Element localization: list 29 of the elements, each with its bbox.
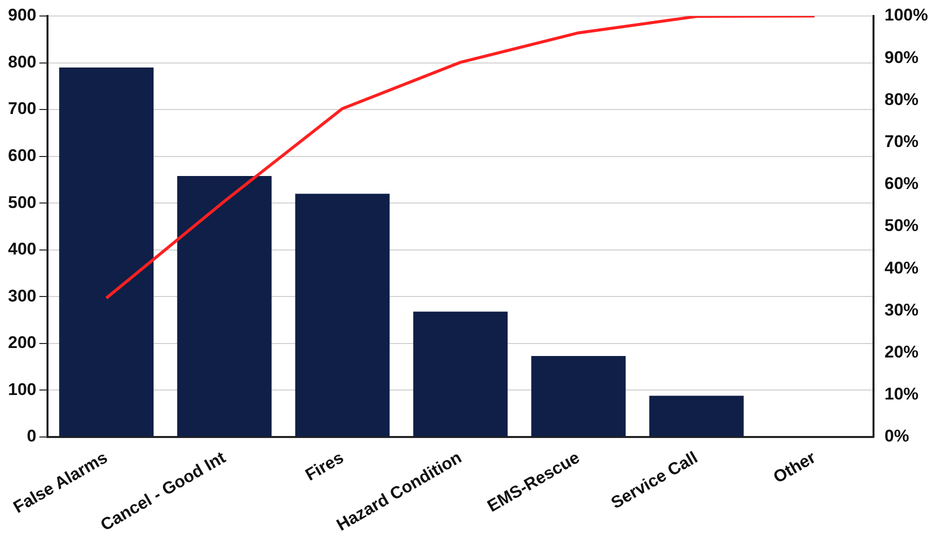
y2-tick-label: 50% [884,216,919,236]
y-tick-label: 300 [8,286,36,306]
bar [531,356,626,436]
y-tick-label: 100 [8,380,36,399]
y2-tick-label: 80% [884,90,919,109]
y-tick-label: 0 [26,426,36,446]
y-tick-label: 700 [8,99,36,118]
y2-tick-label: 40% [884,258,919,278]
y-tick-label: 400 [8,240,36,259]
y2-tick-label: 10% [884,384,919,404]
bar [177,176,272,436]
bar [59,67,154,436]
y2-tick-label: 100% [884,6,928,25]
y-tick-label: 600 [8,146,36,166]
y-tick-label: 800 [8,52,36,72]
y2-tick-label: 0% [884,426,910,446]
y2-tick-label: 70% [884,132,919,151]
y-tick-label: 500 [8,192,36,212]
x-tick-label: Other [770,448,820,487]
y2-tick-label: 60% [884,174,919,194]
y-tick-label: 200 [8,333,36,352]
y2-tick-label: 20% [884,342,919,362]
y2-tick-label: 90% [884,48,919,67]
bar [413,312,508,436]
bar [649,396,744,436]
x-tick-label: Fires [302,448,347,485]
bar [295,194,390,436]
y-tick-label: 900 [8,6,36,25]
y2-tick-label: 30% [884,300,919,320]
